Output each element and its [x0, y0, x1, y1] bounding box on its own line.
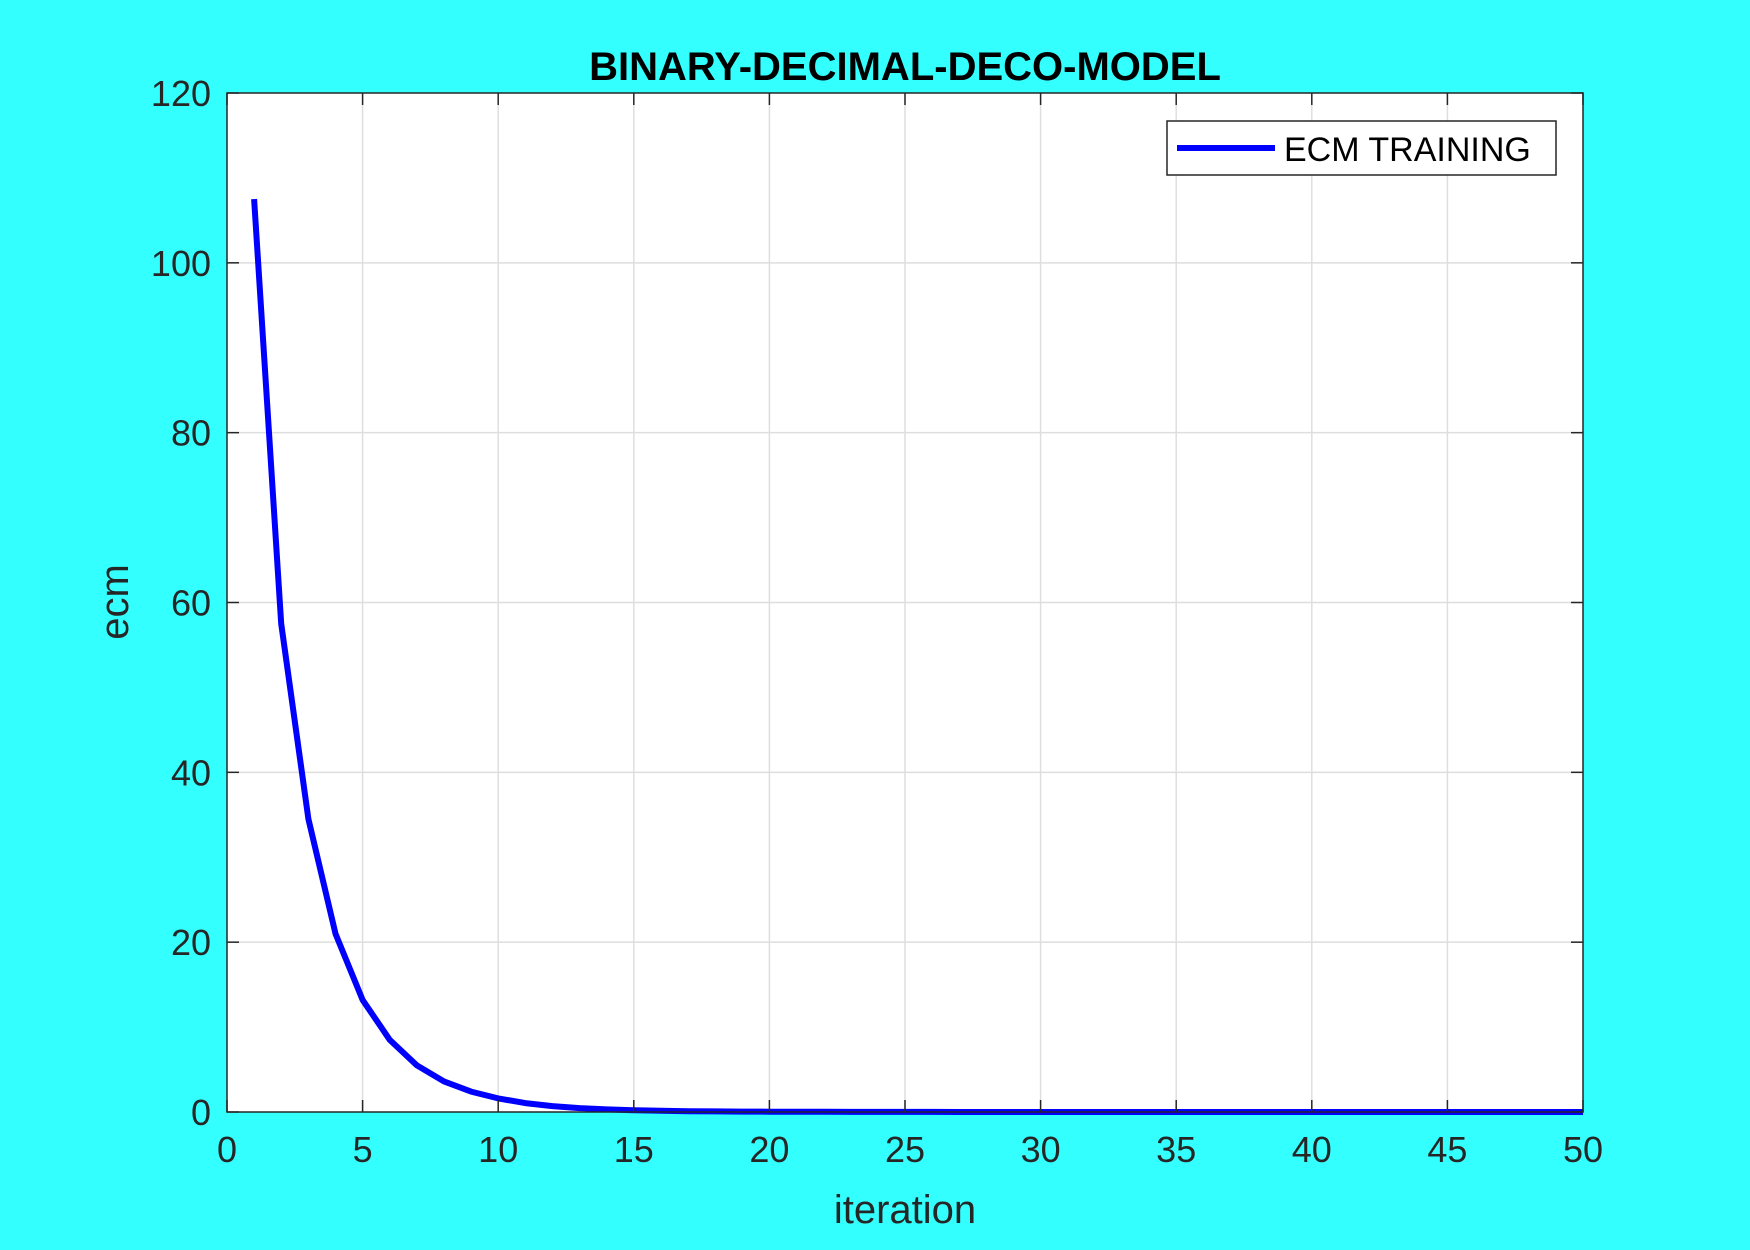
grid-lines — [227, 93, 1583, 1112]
x-tick-label: 20 — [749, 1129, 789, 1170]
chart-title: BINARY-DECIMAL-DECO-MODEL — [589, 45, 1221, 89]
tick-marks — [226, 92, 1584, 1113]
y-tick-label: 20 — [171, 922, 211, 963]
x-tick-label: 10 — [478, 1129, 518, 1170]
x-tick-label: 0 — [217, 1129, 237, 1170]
x-tick-label: 35 — [1156, 1129, 1196, 1170]
x-tick-labels: 0 5 10 15 20 25 30 35 40 45 50 — [217, 1129, 1603, 1170]
y-axis-label: ecm — [93, 564, 137, 640]
x-tick-label: 25 — [885, 1129, 925, 1170]
y-tick-label: 0 — [191, 1092, 211, 1133]
x-axis-label: iteration — [834, 1188, 976, 1232]
x-tick-label: 15 — [614, 1129, 654, 1170]
y-tick-label: 100 — [151, 243, 211, 284]
y-tick-label: 120 — [151, 73, 211, 114]
legend-entry-label: ECM TRAINING — [1284, 131, 1531, 169]
x-tick-label: 50 — [1563, 1129, 1603, 1170]
y-tick-label: 40 — [171, 752, 211, 793]
x-tick-label: 40 — [1292, 1129, 1332, 1170]
y-tick-label: 80 — [171, 413, 211, 454]
x-tick-label: 30 — [1021, 1129, 1061, 1170]
x-tick-label: 5 — [353, 1129, 373, 1170]
y-tick-labels: 0 20 40 60 80 100 120 — [151, 73, 211, 1133]
y-tick-label: 60 — [171, 583, 211, 624]
legend: ECM TRAINING — [1166, 120, 1557, 176]
x-tick-label: 45 — [1427, 1129, 1467, 1170]
